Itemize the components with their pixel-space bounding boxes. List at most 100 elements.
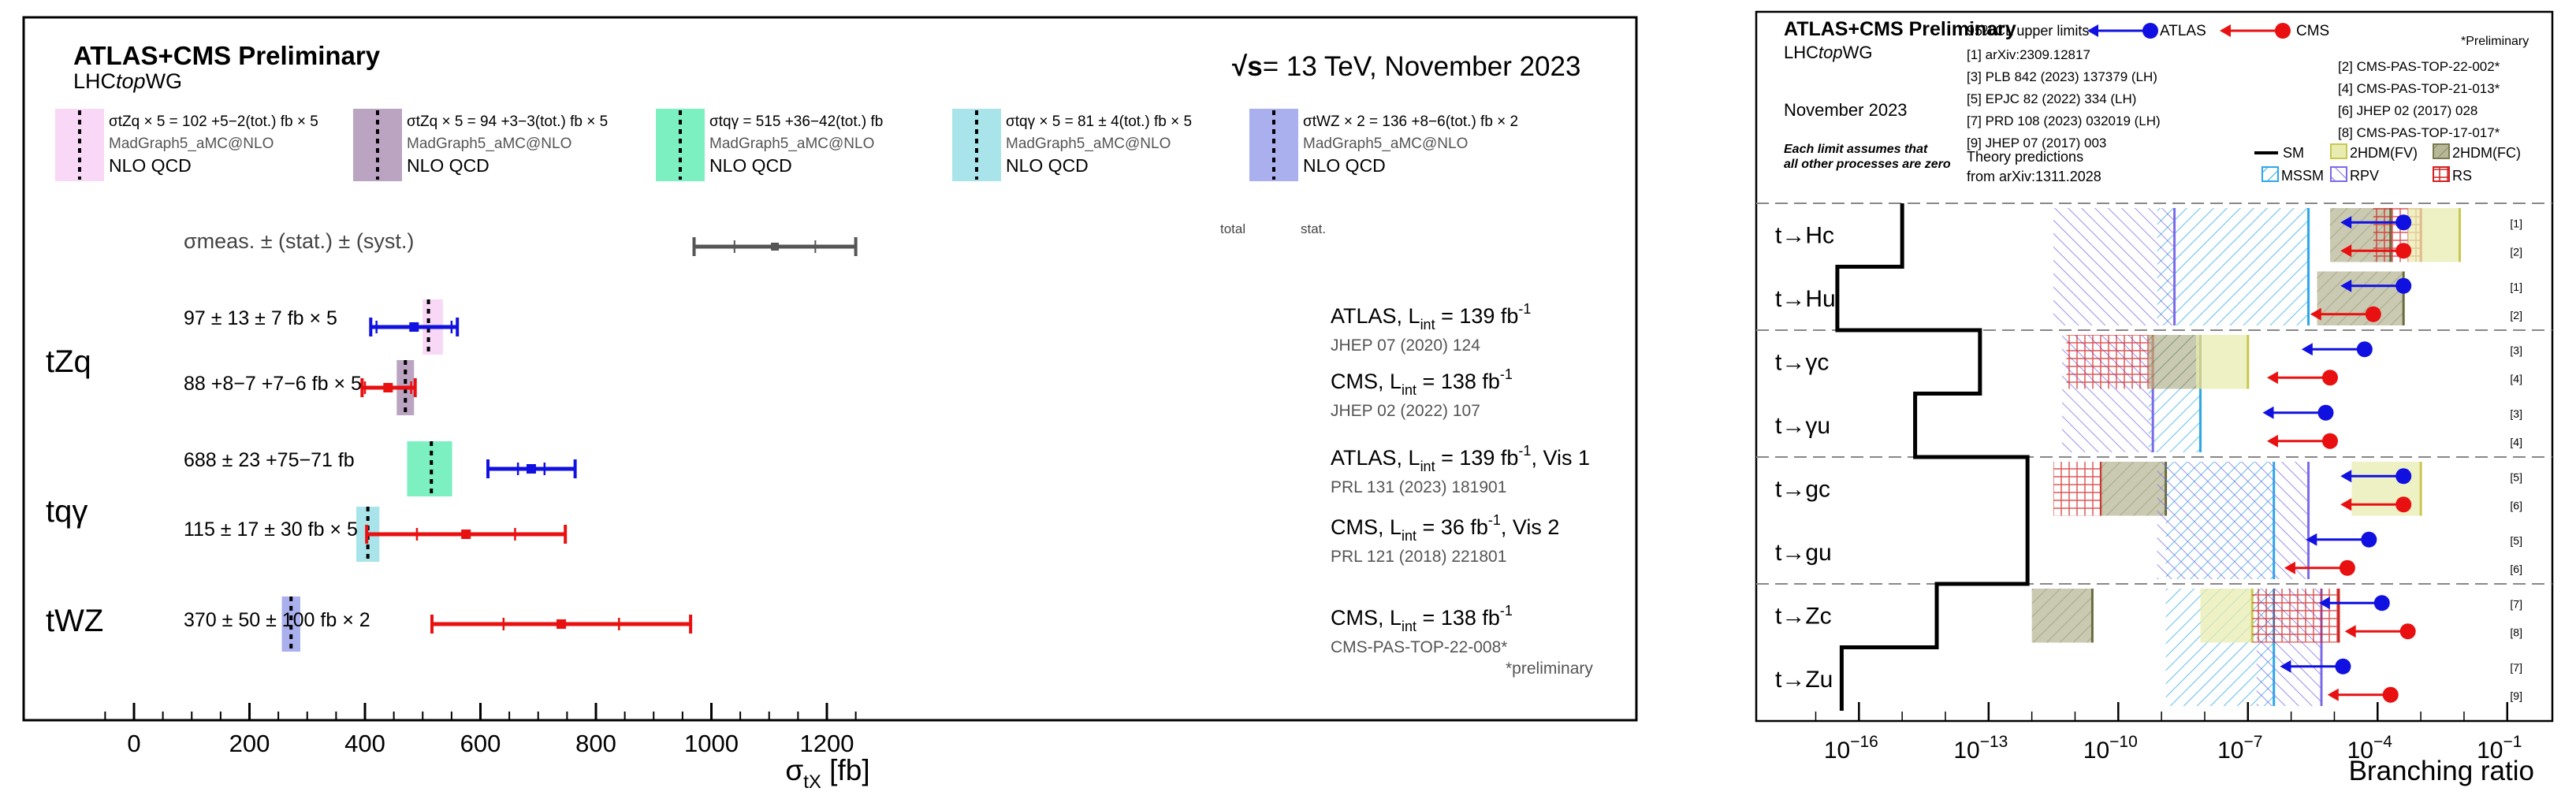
right-tick-label-1: 10−13 xyxy=(1953,733,2008,764)
legend-stat-label: stat. xyxy=(1301,221,1326,236)
limit-cms-7-arrowhead xyxy=(2266,434,2278,448)
limit-atlas-8-arrowhead xyxy=(2340,470,2352,483)
legend-cms-arrowhead xyxy=(2220,24,2231,37)
legend-model-label-5: RS xyxy=(2452,168,2472,184)
theory-order-1: NLO QCD xyxy=(407,155,490,176)
theory-legend-text-2: σtqγ = 515 +36−42(tot.) fb xyxy=(709,113,883,130)
theory-legend-text-4: σtWZ × 2 = 136 +8−6(tot.) fb × 2 xyxy=(1303,113,1518,130)
lumi-exp-3: CMS, L xyxy=(1331,515,1402,539)
cms-reference-list: [2] CMS-PAS-TOP-22-002* [4] CMS-PAS-TOP-2… xyxy=(2338,59,2500,140)
limit-ref-8: [5] xyxy=(2510,470,2522,483)
theory-band-rpv-14 xyxy=(2157,462,2309,579)
cms-ref-2: [6] JHEP 02 (2017) 028 xyxy=(2338,103,2477,118)
measurement-lumi-2: ATLAS, Lint = 139 fb-1, Vis 1 xyxy=(1331,443,1590,474)
lumi-sub-3: int xyxy=(1402,528,1416,544)
measurement-value-text-0: 97 ± 13 ± 7 fb × 5 xyxy=(184,307,337,329)
theory-generator-4: MadGraph5_aMC@NLO xyxy=(1303,136,1468,152)
atlas-reference-list: [1] arXiv:2309.12817 [3] PLB 842 (2023) 1… xyxy=(1967,47,2161,151)
legend-cms-dot xyxy=(2275,23,2291,39)
right-x-axis: 10−16 10−13 10−10 10−7 10−4 10−1 xyxy=(1815,702,2522,764)
preliminary-note: *preliminary xyxy=(1506,660,1593,678)
legend-swatch-4 xyxy=(2330,166,2347,182)
measurement-ref-3: PRL 121 (2018) 221801 xyxy=(1331,548,1506,566)
theory-order-0: NLO QCD xyxy=(109,155,192,176)
theory-generator-0: MadGraph5_aMC@NLO xyxy=(109,136,274,152)
theory-band-rs-8 xyxy=(2066,335,2153,389)
left-title: ATLAS+CMS Preliminary xyxy=(73,41,381,70)
limit-atlas-10-arrowhead xyxy=(2306,533,2317,546)
theory-model-legend: SM 2HDM(FV) 2HDM(FC) MSSM RPV RS xyxy=(2254,143,2521,184)
right-tick-label-2: 10−10 xyxy=(2083,733,2138,764)
lumi-sub-1: int xyxy=(1402,382,1416,398)
cms-legend-label: CMS xyxy=(2296,23,2329,39)
right-tick-base-0: 10 xyxy=(1824,738,1850,764)
limit-cms-11-arrowhead xyxy=(2284,561,2295,574)
left-plot-area: 97 ± 13 ± 7 fb × 5 ATLAS, Lint = 139 fb-1… xyxy=(184,299,1590,656)
atlas-ref-4: [9] JHEP 07 (2017) 003 xyxy=(1967,136,2106,151)
theory-band-2hdm(fc)-9 xyxy=(2148,335,2201,389)
limit-ref-3: [2] xyxy=(2510,309,2522,321)
legend-model-label-1: 2HDM(FV) xyxy=(2350,145,2418,161)
left-x-axis-label: σtX [fb] xyxy=(785,754,869,793)
limit-cms-3-arrowhead xyxy=(2310,307,2321,321)
limit-cms-9-dot xyxy=(2395,496,2412,513)
process-label-tzq: tZq xyxy=(46,344,91,379)
limit-cms-5-arrowhead xyxy=(2266,371,2278,385)
left-tick-label-2: 400 xyxy=(344,730,385,757)
assumption-note-1: Each limit assumes that xyxy=(1784,143,1928,156)
limit-atlas-0-arrowhead xyxy=(2340,216,2352,229)
right-tick-base-5: 10 xyxy=(2477,738,2503,764)
theory-band-rs-20 xyxy=(2252,589,2339,643)
limit-ref-6: [3] xyxy=(2510,407,2522,420)
legend-swatch-1 xyxy=(2330,143,2347,159)
right-tick-label-3: 10−7 xyxy=(2217,733,2262,764)
atlas-legend-marker xyxy=(2087,23,2158,39)
cms-ref-1: [4] CMS-PAS-TOP-21-013* xyxy=(2338,81,2500,96)
lumi-tail-3: , Vis 2 xyxy=(1501,515,1560,539)
limit-cms-13-arrowhead xyxy=(2344,625,2356,638)
theory-band-rpv-1 xyxy=(2053,208,2175,325)
right-date: November 2023 xyxy=(1784,100,1908,120)
limit-ref-15: [9] xyxy=(2510,689,2522,702)
lumi-val-3: = 36 fb xyxy=(1416,515,1488,539)
lumi-sup-1: -1 xyxy=(1500,366,1513,382)
limit-cms-15-dot xyxy=(2382,686,2399,703)
measurement-value-text-2: 688 ± 23 +75−71 fb xyxy=(184,449,355,471)
lumi-exp-2: ATLAS, L xyxy=(1331,446,1420,470)
measurement-lumi-4: CMS, Lint = 138 fb-1 xyxy=(1331,603,1513,634)
limit-atlas-10-dot xyxy=(2361,531,2377,548)
atlas-ref-1: [3] PLB 842 (2023) 137379 (LH) xyxy=(1967,69,2157,84)
limit-ref-4: [3] xyxy=(2510,344,2522,356)
theory-order-2: NLO QCD xyxy=(709,155,792,176)
limit-ref-9: [6] xyxy=(2510,499,2522,511)
assumption-note-2: all other processes are zero xyxy=(1784,158,1951,171)
legend-total-label: total xyxy=(1220,221,1245,236)
legend-atlas-arrowhead xyxy=(2087,24,2098,37)
upper-limit-label: 95%CL upper limits xyxy=(1967,23,2089,39)
lumi-exp-4: CMS, L xyxy=(1331,606,1402,630)
limit-atlas-4-dot xyxy=(2356,341,2373,358)
limit-cms-13-dot xyxy=(2399,623,2416,640)
theory-band-2hdm(fv)-19 xyxy=(2200,589,2253,643)
measurement-ref-4: CMS-PAS-TOP-22-008* xyxy=(1331,638,1507,656)
theory-order-4: NLO QCD xyxy=(1303,155,1386,176)
limit-cms-5-dot xyxy=(2321,370,2338,386)
limit-cms-9-arrowhead xyxy=(2340,498,2352,511)
lumi-sub-4: int xyxy=(1402,619,1416,634)
limit-atlas-8-dot xyxy=(2395,468,2412,485)
process-label-2: t→γc xyxy=(1775,349,1829,375)
legend-swatch-2 xyxy=(2433,143,2450,159)
theory-generator-2: MadGraph5_aMC@NLO xyxy=(709,136,874,152)
measurement-ref-2: PRL 131 (2023) 181901 xyxy=(1331,478,1506,496)
theory-band-2hdm(fc)-16 xyxy=(2031,589,2093,643)
limit-ref-12: [7] xyxy=(2510,597,2522,610)
theory-band-2hdm(fv)-10 xyxy=(2196,335,2248,389)
legend-center-mark xyxy=(771,243,780,251)
legend-model-label-0: SM xyxy=(2283,145,2304,161)
lumi-sub-0: int xyxy=(1420,317,1435,333)
measurement-point-1 xyxy=(383,383,393,392)
left-tick-label-4: 800 xyxy=(575,730,616,757)
limit-ref-13: [8] xyxy=(2510,626,2522,638)
left-panel: ATLAS+CMS Preliminary LHCtopWG √s= 13 Te… xyxy=(22,16,1638,793)
left-tick-label-0: 0 xyxy=(127,730,140,757)
